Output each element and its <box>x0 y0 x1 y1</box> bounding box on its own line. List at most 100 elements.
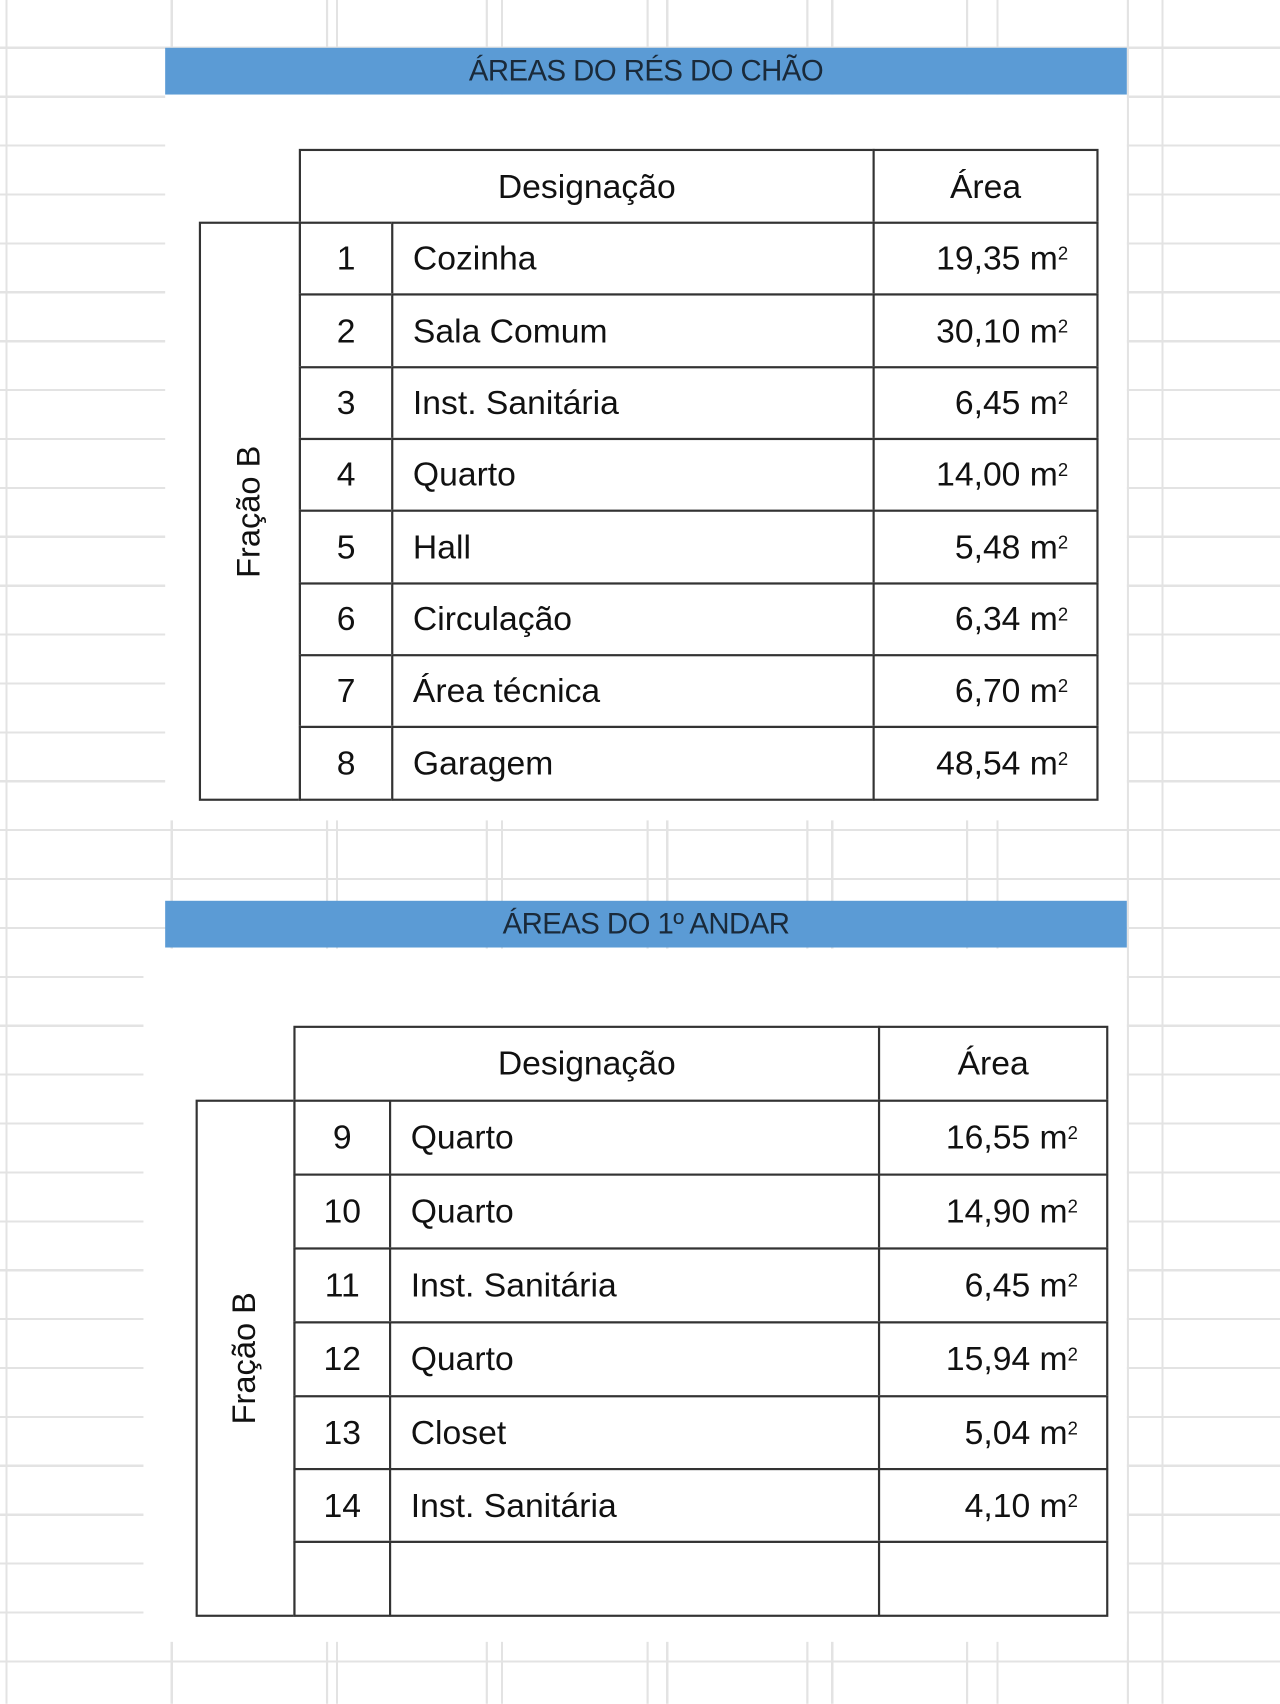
gridline <box>325 0 329 1704</box>
gridline <box>806 0 809 1704</box>
header-designation: Designação <box>298 148 875 224</box>
row-area-text: 6,45 m <box>964 1265 1068 1304</box>
row-number: 6 <box>298 582 394 657</box>
row-designation: Garagem <box>391 725 875 801</box>
row-area-text: 19,35 m <box>936 239 1058 278</box>
row-designation-text: Inst. Sanitária <box>410 1485 617 1524</box>
group-label-cell: Fração B <box>195 1099 296 1617</box>
unit-superscript: 2 <box>1067 1122 1078 1144</box>
row-number-text: 10 <box>323 1192 362 1231</box>
row-designation: Cozinha <box>391 221 875 296</box>
row-number: 5 <box>298 509 394 585</box>
row-number-text: 5 <box>336 527 356 566</box>
row-designation: Inst. Sanitária <box>389 1467 881 1543</box>
row-area-text: 5,04 m <box>964 1413 1068 1452</box>
unit-superscript: 2 <box>1057 675 1069 697</box>
row-area-text: 48,54 m <box>936 743 1058 782</box>
gridline <box>485 0 488 1704</box>
row-designation-text: Quarto <box>410 1192 514 1231</box>
unit-superscript: 2 <box>1057 604 1069 625</box>
row-number: 13 <box>293 1395 392 1471</box>
row-number-text: 9 <box>332 1118 352 1157</box>
unit-superscript: 2 <box>1067 1196 1078 1217</box>
row-number-text: 14 <box>323 1485 362 1524</box>
row-area-text: 14,90 m <box>945 1192 1068 1231</box>
group-label-cell-text: Fração B <box>227 1292 263 1425</box>
row-designation: Circulação <box>391 582 875 657</box>
row-area <box>877 1540 1109 1617</box>
row-area-text: 16,55 m <box>945 1118 1068 1157</box>
row-area-text: 30,10 m <box>936 311 1058 350</box>
header-designation: Designação <box>293 1025 881 1102</box>
row-number: 9 <box>293 1099 392 1176</box>
row-designation-text: Hall <box>412 527 471 566</box>
row-area-text: 6,45 m <box>954 383 1058 422</box>
row-number: 2 <box>298 293 394 369</box>
group-label-cell-text: Fração B <box>231 445 268 578</box>
gridline <box>1126 0 1129 1704</box>
row-number-text: 3 <box>336 383 356 422</box>
unit-superscript: 2 <box>1057 748 1069 769</box>
row-designation-text: Quarto <box>410 1118 514 1157</box>
row-designation-text: Circulação <box>412 599 573 638</box>
row-designation-text: Inst. Sanitária <box>412 383 619 422</box>
row-number: 12 <box>293 1321 392 1398</box>
row-designation-text: Quarto <box>410 1339 514 1378</box>
row-designation-text: Sala Comum <box>412 311 608 350</box>
row-area-text: 14,00 m <box>936 455 1058 494</box>
row-designation: Inst. Sanitária <box>391 366 875 441</box>
unit-superscript: 2 <box>1067 1344 1078 1365</box>
header-area-text: Área <box>949 166 1022 205</box>
row-designation-text: Inst. Sanitária <box>410 1265 617 1304</box>
unit-superscript: 2 <box>1067 1270 1078 1291</box>
row-number: 10 <box>293 1173 392 1250</box>
header-area-text: Área <box>957 1044 1029 1083</box>
header-designation-text: Designação <box>497 1044 676 1083</box>
row-number: 4 <box>298 437 394 512</box>
row-number: 7 <box>298 654 394 729</box>
section-title: ÁREAS DO RÉS DO CHÃO <box>165 47 1127 95</box>
unit-superscript: 2 <box>1057 243 1069 265</box>
row-area-text: 15,94 m <box>945 1339 1068 1378</box>
row-area-text: 6,70 m <box>954 671 1058 710</box>
row-number-text: 4 <box>336 455 356 494</box>
gridline <box>965 0 969 1704</box>
row-number-text: 1 <box>336 239 356 278</box>
row-designation: Quarto <box>389 1173 881 1250</box>
row-number-text: 8 <box>336 743 356 782</box>
row-designation: Hall <box>391 509 875 585</box>
row-designation: Sala Comum <box>391 293 875 369</box>
row-number-text: 7 <box>336 671 356 710</box>
row-number: 8 <box>298 725 394 801</box>
row-number-text: 12 <box>323 1339 362 1378</box>
row-designation-text: Cozinha <box>412 239 537 278</box>
gridline <box>646 0 649 1704</box>
unit-superscript: 2 <box>1057 531 1069 553</box>
row-designation <box>389 1540 881 1617</box>
header-area: Área <box>872 148 1099 224</box>
row-number-text: 2 <box>336 311 356 350</box>
row-designation: Closet <box>389 1395 881 1471</box>
row-number: 14 <box>293 1467 392 1543</box>
header-area: Área <box>877 1025 1109 1102</box>
header-designation-text: Designação <box>497 166 676 205</box>
unit-superscript: 2 <box>1057 387 1069 409</box>
row-number-text: 13 <box>323 1413 362 1452</box>
row-designation: Quarto <box>391 437 875 512</box>
row-area-text: 5,48 m <box>954 527 1058 566</box>
row-designation-text: Closet <box>410 1413 507 1452</box>
group-label-cell: Fração B <box>198 221 301 801</box>
